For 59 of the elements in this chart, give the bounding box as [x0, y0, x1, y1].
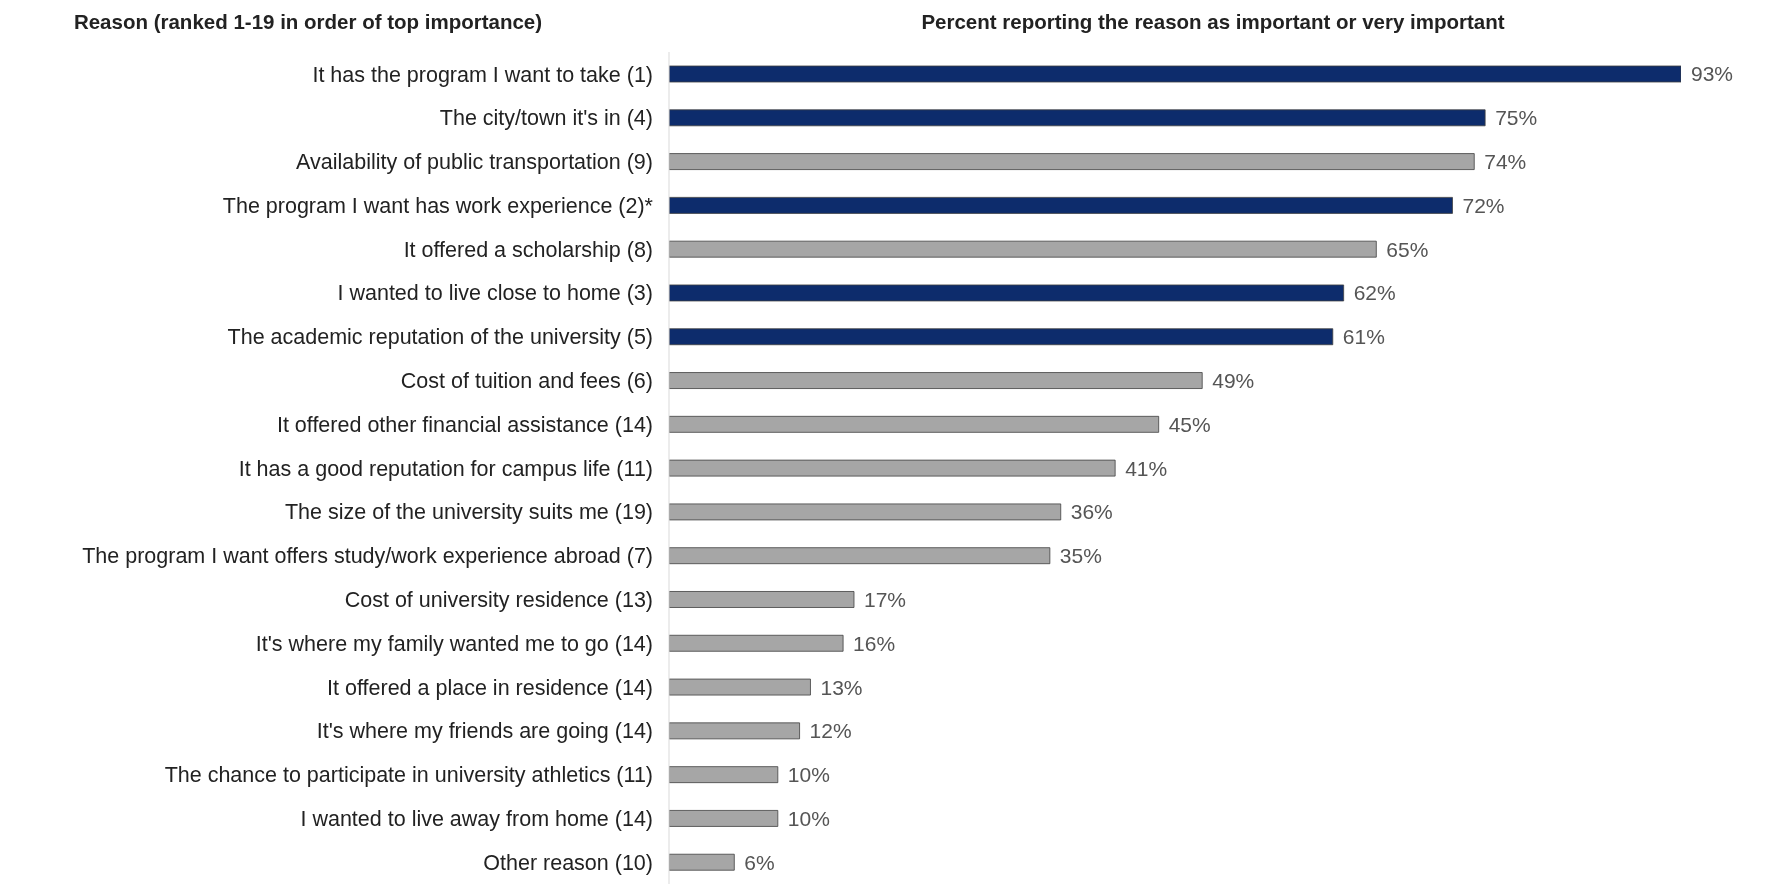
data-label: 36%	[1070, 500, 1113, 524]
data-label: 10%	[787, 806, 830, 830]
y-tick-label: It offered a place in residence (14)	[327, 675, 653, 700]
bar	[669, 634, 844, 652]
bar	[669, 153, 1475, 170]
bar	[669, 415, 1160, 433]
data-label: 74%	[1484, 150, 1527, 174]
bar	[669, 240, 1377, 258]
bar	[669, 503, 1062, 521]
y-tick-label: Availability of public transportation (9)	[296, 150, 653, 175]
bar	[669, 810, 779, 827]
bar	[669, 196, 1453, 214]
data-label: 72%	[1462, 193, 1505, 217]
y-tick-label: Cost of tuition and fees (6)	[400, 369, 653, 394]
y-tick-label: The size of the university suits me (19)	[284, 500, 653, 525]
y-tick-label: The chance to participate in university athletics (11)	[164, 763, 653, 788]
y-tick-label: The program I want offers study/work experience abroad (7)	[82, 544, 653, 569]
y-tick-label: I wanted to live close to home (3)	[337, 281, 653, 306]
data-label: 12%	[809, 719, 852, 743]
chart-title: Percent reporting the reason as important or very important	[920, 10, 1506, 34]
data-label: 16%	[853, 631, 896, 655]
data-label: 62%	[1353, 281, 1396, 305]
y-tick-label: It has a good reputation for campus life (11)	[238, 456, 653, 481]
bar	[669, 547, 1051, 565]
bar	[669, 65, 1681, 83]
data-label: 61%	[1342, 325, 1385, 349]
bar	[669, 372, 1203, 389]
y-tick-label: It offered a scholarship (8)	[403, 237, 653, 262]
y-tick-label: It has the program I want to take (1)	[312, 62, 653, 87]
data-label: 13%	[820, 675, 863, 699]
data-label: 41%	[1125, 456, 1168, 480]
y-tick-label: It's where my friends are going (14)	[316, 719, 653, 744]
y-tick-label: It's where my family wanted me to go (14)	[255, 631, 653, 656]
bar	[669, 853, 735, 871]
bar	[669, 678, 811, 696]
bar	[669, 591, 855, 608]
y-tick-label: Cost of university residence (13)	[344, 588, 653, 612]
bar	[669, 328, 1334, 346]
data-label: 93%	[1691, 62, 1734, 86]
data-label: 49%	[1212, 368, 1255, 392]
y-axis-title: Reason (ranked 1-19 in order of top importance)	[72, 10, 544, 34]
bar	[669, 109, 1486, 127]
bar	[669, 459, 1116, 477]
data-label: 10%	[787, 763, 830, 787]
data-label: 45%	[1168, 412, 1211, 436]
bar	[669, 722, 800, 740]
bar	[669, 284, 1345, 302]
y-tick-label: I wanted to live away from home (14)	[300, 806, 653, 831]
bar	[669, 766, 779, 784]
y-tick-label: The city/town it's in (4)	[439, 106, 653, 131]
y-tick-label: The program I want has work experience (2)*	[222, 193, 654, 218]
data-label: 65%	[1386, 237, 1429, 261]
data-label: 35%	[1059, 544, 1102, 568]
data-label: 17%	[863, 587, 907, 611]
data-label: 75%	[1495, 106, 1538, 130]
y-tick-label: The academic reputation of the university (5)	[227, 325, 653, 350]
y-tick-label: Other reason (10)	[483, 850, 653, 875]
data-label: 6%	[744, 850, 775, 874]
y-tick-label: It offered other financial assistance (14)	[276, 412, 653, 437]
